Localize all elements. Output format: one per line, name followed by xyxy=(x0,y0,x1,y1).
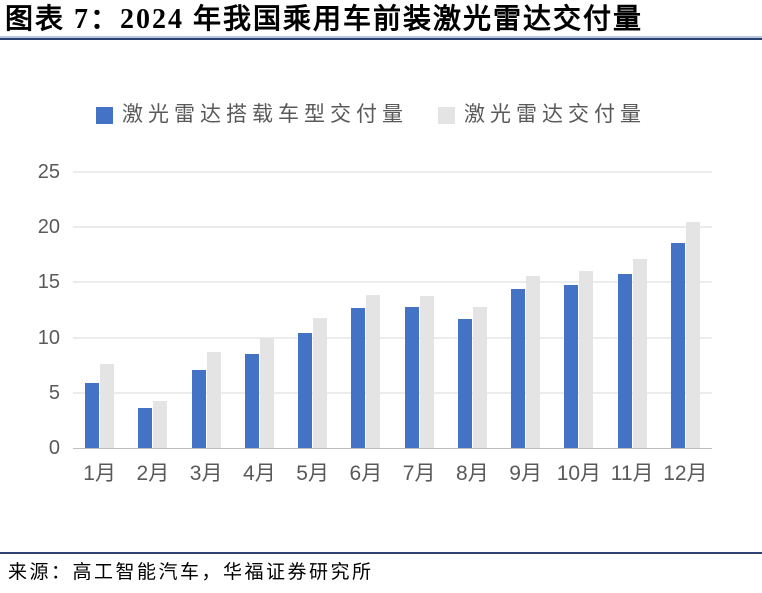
bar-blue-11月 xyxy=(617,273,632,448)
bar-gray-5月 xyxy=(313,317,328,448)
bar-gray-12月 xyxy=(685,221,700,448)
bar-gray-7月 xyxy=(419,295,434,448)
y-tick-label: 10 xyxy=(37,326,60,349)
x-axis-baseline xyxy=(73,448,712,449)
bar-blue-3月 xyxy=(191,369,206,448)
bar-group-10月 xyxy=(552,172,605,448)
bar-gray-3月 xyxy=(206,351,221,448)
x-tick-label: 11月 xyxy=(610,462,654,485)
x-tick-label: 2月 xyxy=(136,462,170,485)
x-tick-label: 10月 xyxy=(556,462,602,485)
x-tick-label: 4月 xyxy=(243,462,276,485)
legend-swatch-gray xyxy=(438,106,455,124)
y-tick-label: 20 xyxy=(37,216,60,239)
bar-blue-9月 xyxy=(511,289,526,448)
bar-group-3月 xyxy=(180,172,233,448)
bar-gray-4月 xyxy=(259,337,274,448)
bar-gray-8月 xyxy=(472,306,487,448)
legend-item-lidar-deliveries: 激光雷达交付量 xyxy=(438,102,646,128)
y-tick-label: 15 xyxy=(37,271,60,294)
gridline xyxy=(73,226,712,228)
gridline xyxy=(73,337,712,339)
bar-gray-1月 xyxy=(100,364,115,448)
y-tick-label: 25 xyxy=(37,161,60,183)
bar-blue-8月 xyxy=(457,318,472,448)
bar-group-11月 xyxy=(606,172,659,448)
x-tick-label: 1月 xyxy=(83,462,116,485)
legend-label: 激光雷达搭载车型交付量 xyxy=(122,103,408,126)
bar-group-8月 xyxy=(446,172,499,448)
x-tick-label: 5月 xyxy=(296,462,329,485)
x-axis: 1月 2月 3月 4月 5月 6月 7月 8月 9月 10月 11月 12月 xyxy=(73,460,712,490)
x-tick-label: 7月 xyxy=(402,462,436,485)
bar-blue-4月 xyxy=(244,354,259,448)
footer-divider xyxy=(0,552,762,554)
bar-blue-1月 xyxy=(85,382,100,448)
bar-group-2月 xyxy=(126,172,179,448)
bar-gray-9月 xyxy=(526,275,541,448)
bar-group-4月 xyxy=(233,172,286,448)
bar-group-7月 xyxy=(393,172,446,448)
gridline xyxy=(73,281,712,283)
x-tick-label: 9月 xyxy=(509,462,542,485)
bar-group-1月 xyxy=(73,172,126,448)
legend-label: 激光雷达交付量 xyxy=(464,103,646,126)
bar-group-6月 xyxy=(339,172,392,448)
figure-title: 图表 7：2024 年我国乘用车前装激光雷达交付量 xyxy=(5,4,644,35)
y-axis: 0 5 10 15 20 25 xyxy=(0,161,60,459)
x-tick-label: 8月 xyxy=(456,462,489,485)
x-tick-label: 6月 xyxy=(349,462,383,485)
bar-blue-5月 xyxy=(298,333,313,448)
bar-group-12月 xyxy=(659,172,712,448)
y-tick-label: 5 xyxy=(48,381,60,404)
bar-blue-10月 xyxy=(564,284,579,448)
gridline xyxy=(73,392,712,394)
bar-blue-6月 xyxy=(351,307,366,448)
bar-blue-12月 xyxy=(670,242,685,448)
gridline xyxy=(73,171,712,173)
chart-legend: 激光雷达搭载车型交付量 激光雷达交付量 xyxy=(96,102,646,128)
x-tick-label: 3月 xyxy=(189,462,223,485)
bar-blue-7月 xyxy=(404,306,419,448)
y-tick-label: 0 xyxy=(48,437,60,459)
legend-swatch-blue xyxy=(96,106,113,124)
source-note: 来源：高工智能汽车，华福证券研究所 xyxy=(8,562,374,583)
x-tick-label: 12月 xyxy=(663,462,708,485)
bar-gray-10月 xyxy=(579,271,594,448)
bar-blue-2月 xyxy=(138,408,153,448)
plot-area xyxy=(73,171,712,449)
bar-gray-6月 xyxy=(366,294,381,448)
bar-group-9月 xyxy=(499,172,552,448)
bar-group-5月 xyxy=(286,172,339,448)
bar-gray-2月 xyxy=(153,400,168,448)
title-divider xyxy=(0,38,762,40)
bar-gray-11月 xyxy=(632,259,647,448)
legend-item-equipped-models: 激光雷达搭载车型交付量 xyxy=(96,102,408,128)
